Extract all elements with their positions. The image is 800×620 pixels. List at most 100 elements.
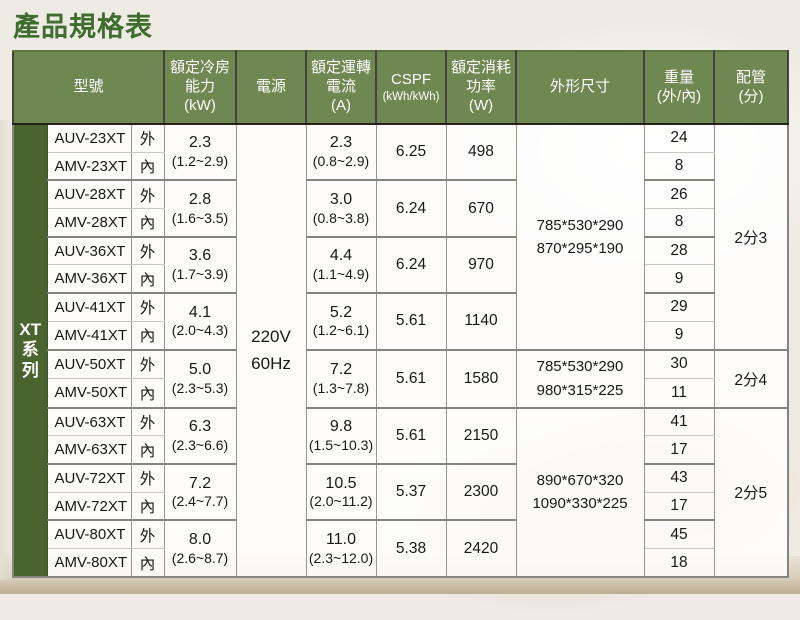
watts-cell: 1140 xyxy=(445,292,517,351)
current-value: 4.4 xyxy=(329,247,353,265)
capacity-value: 7.2 xyxy=(188,474,212,492)
col-header-consumption: 額定消耗 功率 (W) xyxy=(445,50,517,125)
weight-cell: 26 xyxy=(643,179,715,210)
table-row: AMV-41XT 內 9 xyxy=(13,320,788,351)
capacity-range: (1.2~2.9) xyxy=(171,153,229,170)
io-cell: 外 xyxy=(130,123,165,153)
table-row: AUV-36XT 外 3.6 (1.7~3.9) 4.4 (1.1~4.9) 6… xyxy=(13,236,788,295)
power-supply-line: 60Hz xyxy=(251,353,291,373)
series-label-line: 列 xyxy=(21,360,39,380)
series-label-line: XT xyxy=(19,320,42,340)
watts-cell: 970 xyxy=(445,236,517,295)
io-cell: 內 xyxy=(130,208,165,238)
weight-cell: 8 xyxy=(643,151,715,182)
current-cell: 11.0 (2.3~12.0) xyxy=(305,519,377,578)
header-unit: (外/內) xyxy=(656,87,702,105)
col-header-piping: 配管 (分) xyxy=(713,50,789,125)
current-value: 11.0 xyxy=(326,531,356,549)
cspf-cell: 6.25 xyxy=(375,123,447,182)
page-title: 產品規格表 xyxy=(13,12,153,42)
io-cell: 外 xyxy=(130,236,165,266)
io-cell: 內 xyxy=(130,151,165,182)
table-row: AMV-28XT 內 8 xyxy=(13,208,788,238)
weight-cell: 17 xyxy=(643,491,715,522)
cspf-cell: 5.61 xyxy=(375,348,447,409)
current-range: (1.5~10.3) xyxy=(308,437,374,454)
watts-cell: 2420 xyxy=(445,519,517,578)
table-row: AMV-72XT 內 17 xyxy=(13,491,788,522)
col-header-dimensions: 外形尺寸 xyxy=(515,50,645,125)
weight-cell: 30 xyxy=(643,348,715,380)
capacity-range: (2.3~6.6) xyxy=(171,437,229,454)
model-cell: AUV-28XT xyxy=(46,179,132,210)
header-line: 重量 xyxy=(663,68,694,86)
model-cell: AMV-72XT xyxy=(46,491,132,522)
power-supply-cell: 220V 60Hz xyxy=(235,123,307,578)
current-cell: 7.2 (1.3~7.8) xyxy=(305,348,377,409)
io-cell: 外 xyxy=(130,292,165,322)
weight-cell: 9 xyxy=(643,264,715,295)
capacity-cell: 8.0 (2.6~8.7) xyxy=(163,519,237,578)
weight-cell: 18 xyxy=(643,548,715,578)
capacity-cell: 5.0 (2.3~5.3) xyxy=(163,348,237,409)
table-row: AMV-36XT 內 9 xyxy=(13,264,788,295)
capacity-range: (2.0~4.3) xyxy=(171,322,229,339)
capacity-value: 4.1 xyxy=(188,303,212,321)
io-cell: 內 xyxy=(130,264,165,295)
cspf-cell: 6.24 xyxy=(375,236,447,295)
watts-cell: 498 xyxy=(445,123,517,182)
table-row: AUV-50XT 外 5.0 (2.3~5.3) 7.2 (1.3~7.8) 5… xyxy=(13,348,789,409)
header-line: 電流 xyxy=(325,78,356,96)
capacity-range: (1.7~3.9) xyxy=(171,266,229,283)
model-cell: AMV-41XT xyxy=(46,320,132,351)
header-unit: (kWh/kWh) xyxy=(382,90,440,103)
table-row: AMV-80XT 內 18 xyxy=(13,548,788,578)
current-cell: 4.4 (1.1~4.9) xyxy=(305,236,377,295)
table-row: AUV-72XT 外 7.2 (2.4~7.7) 10.5 (2.0~11.2)… xyxy=(13,463,788,522)
series-label-line: 系 xyxy=(21,340,39,360)
current-value: 10.5 xyxy=(325,474,357,492)
capacity-range: (1.6~3.5) xyxy=(171,209,229,226)
current-cell: 10.5 (2.0~11.2) xyxy=(305,463,377,522)
piping-cell: 2分5 xyxy=(713,407,789,578)
capacity-value: 6.3 xyxy=(188,418,212,436)
power-supply-line: 220V xyxy=(251,327,291,347)
current-range: (1.2~6.1) xyxy=(312,322,370,339)
table-row: XT 系 列 AUV-23XT 外 2.3 (1.2~2.9) 220V 60H… xyxy=(12,123,789,578)
model-cell: AMV-50XT xyxy=(46,378,132,409)
model-cell: AUV-80XT xyxy=(46,519,132,550)
header-line: 額定消耗 xyxy=(450,59,511,77)
weight-cell: 24 xyxy=(643,123,715,153)
io-cell: 外 xyxy=(130,407,165,437)
model-cell: AMV-28XT xyxy=(46,208,132,238)
model-cell: AUV-36XT xyxy=(46,236,132,266)
watts-cell: 670 xyxy=(445,179,517,238)
header-unit: (A) xyxy=(331,96,351,114)
watts-cell: 2150 xyxy=(445,407,517,466)
io-cell: 內 xyxy=(130,320,165,351)
dimension-line: 980*315*225 xyxy=(536,381,624,399)
io-cell: 外 xyxy=(130,519,165,550)
weight-cell: 8 xyxy=(643,208,715,238)
header-unit: (W) xyxy=(468,96,494,114)
io-cell: 內 xyxy=(130,378,165,409)
header-row: 型號 額定冷房 能力 (kW) 電源 額定運轉 電流 (A) CSPF (kWh… xyxy=(12,50,789,125)
model-cell: AMV-23XT xyxy=(46,151,132,182)
table-row: AMV-23XT 內 8 xyxy=(13,151,788,182)
series-label-cell: XT 系 列 xyxy=(12,123,48,578)
col-header-current: 額定運轉 電流 (A) xyxy=(305,50,377,125)
table-row: AUV-41XT 外 4.1 (2.0~4.3) 5.2 (1.2~6.1) 5… xyxy=(13,292,788,351)
current-cell: 2.3 (0.8~2.9) xyxy=(305,123,377,182)
watts-cell: 2300 xyxy=(445,463,517,522)
table-row: AMV-63XT 內 17 xyxy=(13,435,788,466)
cspf-cell: 6.24 xyxy=(375,179,447,238)
dimensions-cell: 785*530*290 980*315*225 xyxy=(515,348,645,409)
weight-cell: 41 xyxy=(643,407,715,437)
current-value: 5.2 xyxy=(329,303,353,321)
piping-cell: 2分3 xyxy=(713,123,789,351)
current-value: 9.8 xyxy=(329,418,353,436)
model-cell: AMV-63XT xyxy=(46,435,132,466)
model-cell: AMV-80XT xyxy=(46,548,132,578)
io-cell: 外 xyxy=(130,179,165,210)
current-range: (2.3~12.0) xyxy=(308,549,374,566)
